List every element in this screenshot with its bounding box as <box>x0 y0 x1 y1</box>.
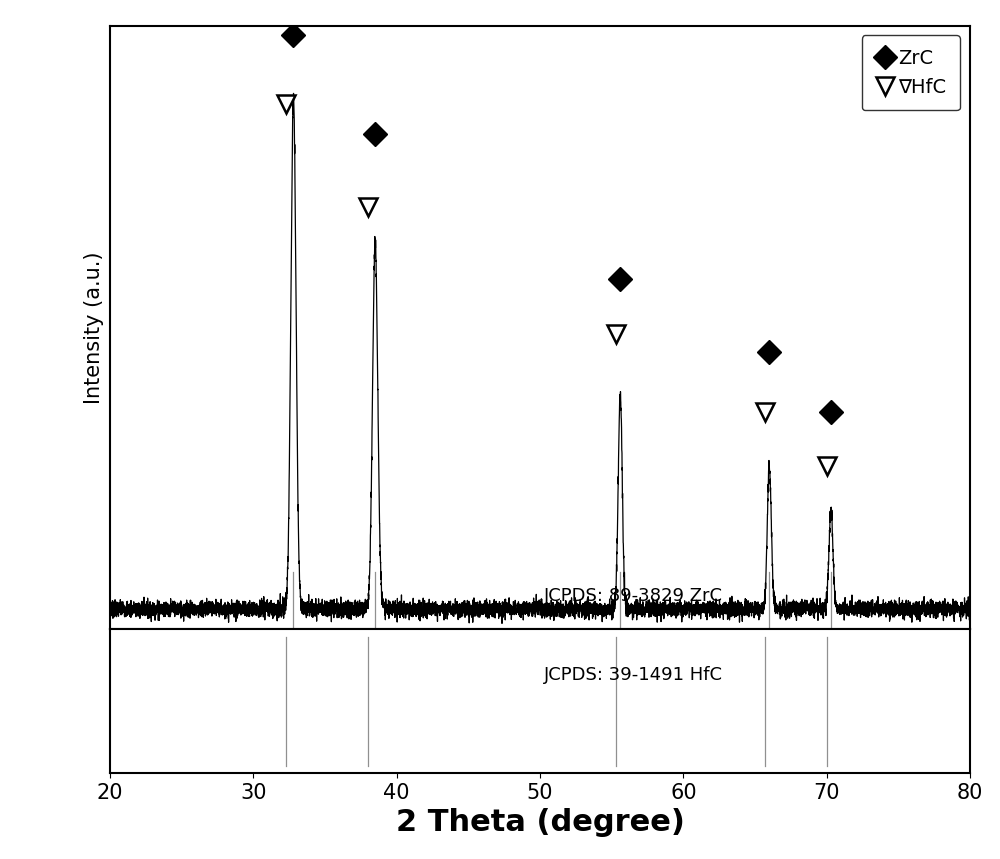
Legend: ZrC, ∇HfC: ZrC, ∇HfC <box>862 35 960 111</box>
Text: JCPDS: 89-3829 ZrC: JCPDS: 89-3829 ZrC <box>544 588 723 606</box>
Y-axis label: Intensity (a.u.): Intensity (a.u.) <box>84 252 104 404</box>
X-axis label: 2 Theta (degree): 2 Theta (degree) <box>396 808 684 838</box>
Text: JCPDS: 39-1491 HfC: JCPDS: 39-1491 HfC <box>544 667 723 685</box>
